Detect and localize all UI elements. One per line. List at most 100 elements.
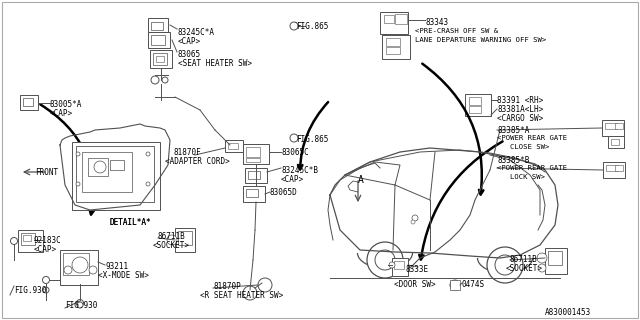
Circle shape: [146, 182, 150, 186]
Bar: [611, 139, 619, 145]
Bar: [246, 158, 260, 162]
Text: 8333E: 8333E: [405, 265, 428, 274]
Circle shape: [146, 152, 150, 156]
Bar: [384, 15, 394, 23]
Text: 83245C*B: 83245C*B: [281, 166, 318, 175]
Bar: [110, 160, 124, 170]
Text: 83391 <RH>: 83391 <RH>: [497, 96, 543, 105]
Circle shape: [167, 235, 177, 245]
Bar: [60, 250, 98, 285]
Bar: [608, 136, 624, 148]
Bar: [465, 94, 491, 116]
Text: <DOOR SW>: <DOOR SW>: [394, 280, 436, 289]
Text: <SOCKET>: <SOCKET>: [506, 264, 543, 273]
Text: A830001453: A830001453: [545, 308, 591, 317]
Text: FIG.865: FIG.865: [296, 135, 328, 144]
Bar: [153, 53, 167, 65]
Bar: [248, 171, 260, 179]
Text: <SEAT HEATER SW>: <SEAT HEATER SW>: [178, 59, 252, 68]
Bar: [392, 258, 408, 276]
Text: <PRE-CRASH OFF SW &: <PRE-CRASH OFF SW &: [415, 28, 498, 34]
Bar: [148, 32, 170, 48]
Circle shape: [450, 280, 460, 290]
Bar: [151, 22, 163, 30]
Bar: [450, 280, 460, 290]
Text: 0474S: 0474S: [462, 280, 485, 289]
Text: <CAP>: <CAP>: [178, 37, 201, 46]
Circle shape: [412, 215, 418, 221]
Bar: [615, 123, 623, 129]
Text: <CAP>: <CAP>: [281, 175, 304, 184]
Text: <CAP>: <CAP>: [50, 109, 73, 118]
Text: 83385*A: 83385*A: [497, 126, 529, 135]
Bar: [603, 162, 625, 178]
Bar: [21, 233, 35, 245]
Circle shape: [537, 253, 547, 263]
Bar: [394, 261, 404, 269]
Text: <POWER REAR GATE: <POWER REAR GATE: [497, 135, 567, 141]
Bar: [72, 142, 160, 210]
Text: FRONT: FRONT: [35, 168, 58, 177]
Bar: [386, 38, 400, 46]
Circle shape: [411, 220, 415, 224]
Text: DETAIL*A*: DETAIL*A*: [110, 218, 152, 227]
Text: <CAP>: <CAP>: [34, 245, 57, 254]
Bar: [18, 230, 43, 252]
Text: <POWER REAR GATE: <POWER REAR GATE: [497, 165, 567, 171]
Text: FIG.930: FIG.930: [65, 301, 97, 310]
Bar: [243, 186, 265, 202]
Circle shape: [389, 262, 395, 268]
Circle shape: [77, 302, 83, 308]
Text: 83065C: 83065C: [281, 148, 308, 157]
Bar: [545, 248, 567, 274]
Circle shape: [375, 250, 395, 270]
Bar: [605, 123, 617, 129]
Circle shape: [258, 278, 272, 292]
Circle shape: [367, 242, 403, 278]
Circle shape: [10, 237, 17, 244]
Text: 83065: 83065: [178, 50, 201, 59]
Bar: [150, 50, 172, 68]
Circle shape: [42, 276, 49, 284]
Circle shape: [89, 266, 97, 274]
Bar: [148, 18, 168, 32]
Bar: [606, 165, 618, 171]
Text: A: A: [358, 175, 364, 185]
Text: 93211: 93211: [105, 262, 128, 271]
Bar: [156, 56, 164, 62]
Text: <R SEAT HEATER SW>: <R SEAT HEATER SW>: [200, 291, 284, 300]
Text: 83065D: 83065D: [270, 188, 298, 197]
Bar: [88, 158, 108, 176]
Bar: [246, 189, 258, 197]
Text: <ADAPTER CORD>: <ADAPTER CORD>: [165, 157, 230, 166]
Circle shape: [487, 247, 523, 283]
Bar: [245, 168, 267, 183]
Text: FIG.865: FIG.865: [296, 22, 328, 31]
Text: 83245C*A: 83245C*A: [178, 28, 215, 37]
Text: 81870P: 81870P: [213, 282, 241, 291]
Bar: [76, 146, 154, 202]
Text: 86711B: 86711B: [510, 255, 538, 264]
Circle shape: [538, 264, 546, 272]
Bar: [548, 251, 562, 265]
Text: 81870F: 81870F: [173, 148, 201, 157]
Circle shape: [76, 182, 80, 186]
Circle shape: [77, 300, 83, 307]
Circle shape: [162, 77, 168, 83]
Circle shape: [76, 152, 80, 156]
FancyArrowPatch shape: [298, 102, 328, 169]
Bar: [469, 97, 481, 105]
Circle shape: [243, 286, 257, 300]
Circle shape: [64, 266, 72, 274]
Text: LANE DEPARTURE WARNING OFF SW>: LANE DEPARTURE WARNING OFF SW>: [415, 37, 547, 43]
Text: 92183C: 92183C: [34, 236, 61, 245]
Bar: [228, 143, 238, 149]
Bar: [382, 35, 410, 59]
Bar: [386, 47, 400, 54]
Bar: [225, 140, 243, 152]
Bar: [246, 147, 260, 157]
Text: 83385*B: 83385*B: [497, 156, 529, 165]
Bar: [23, 98, 33, 106]
Circle shape: [495, 255, 515, 275]
Bar: [602, 120, 624, 136]
